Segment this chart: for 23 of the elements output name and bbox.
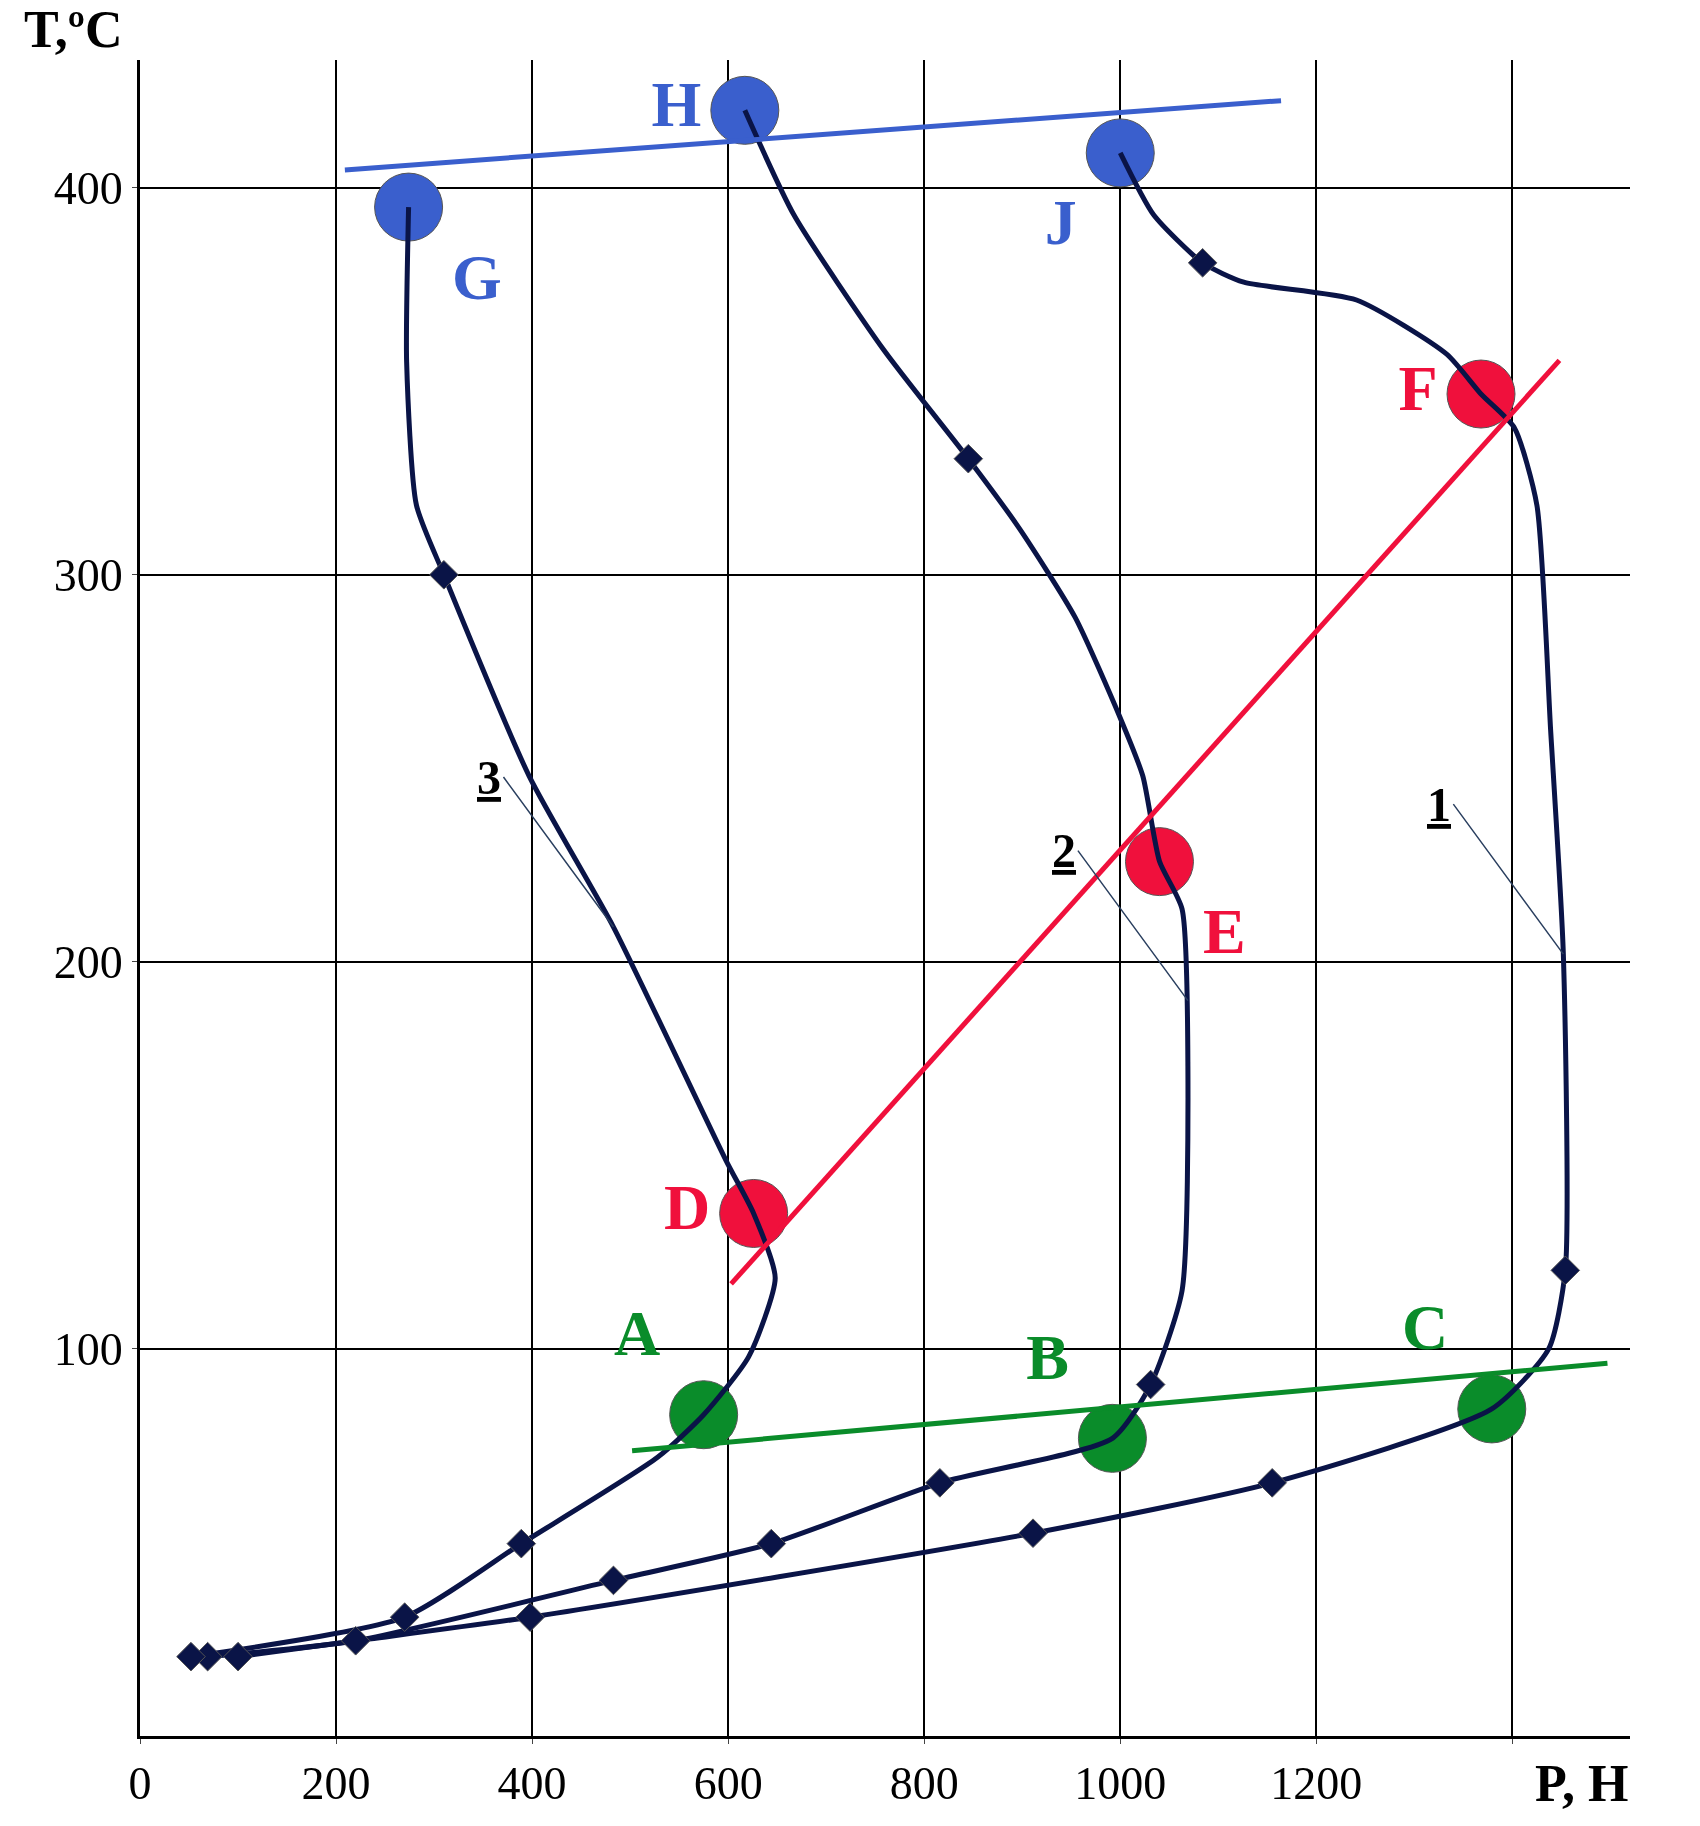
- x-tick-label: 0: [128, 1758, 152, 1810]
- data-label: F: [1398, 353, 1438, 425]
- data-label: G: [452, 241, 502, 313]
- x-tick-label: 1200: [1270, 1758, 1363, 1810]
- y-tick-label: 300: [53, 549, 123, 601]
- data-label: J: [1044, 187, 1077, 259]
- x-tick-label: 800: [889, 1758, 959, 1810]
- x-axis-title: P, Н: [1535, 1755, 1629, 1812]
- y-tick-label: 200: [53, 936, 123, 988]
- annotation: 1: [1427, 778, 1451, 831]
- data-label: C: [1402, 1292, 1449, 1364]
- annotation: 2: [1052, 824, 1076, 877]
- x-tick-label: 400: [497, 1758, 567, 1810]
- annotation: 3: [477, 751, 501, 804]
- y-axis-title: T,ºC: [24, 1, 123, 58]
- x-tick-label: 600: [693, 1758, 763, 1810]
- data-label: E: [1202, 896, 1246, 968]
- data-label: H: [651, 69, 702, 141]
- data-label: D: [663, 1172, 711, 1244]
- y-tick-label: 400: [53, 162, 123, 214]
- y-tick-label: 100: [53, 1324, 123, 1376]
- x-tick-label: 1000: [1074, 1758, 1167, 1810]
- x-tick-label: 200: [301, 1758, 371, 1810]
